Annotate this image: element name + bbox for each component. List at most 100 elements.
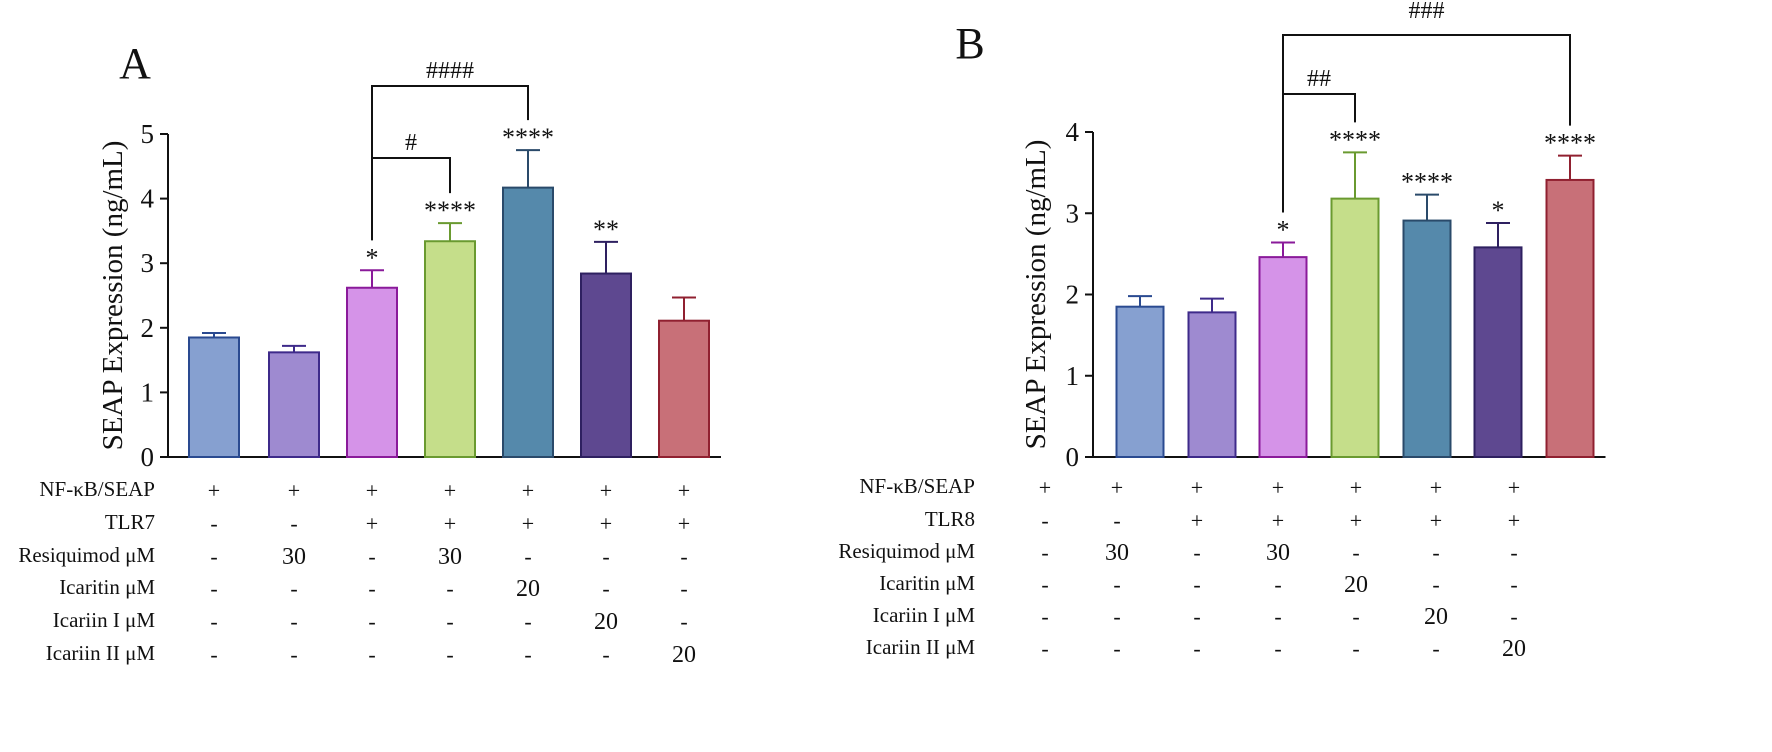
bar — [1330, 197, 1380, 458]
panel-label: A — [119, 39, 151, 88]
bar — [580, 272, 632, 459]
condition-cell: - — [524, 609, 531, 634]
y-tick-label: 3 — [141, 248, 155, 278]
y-tick-label: 5 — [141, 119, 155, 149]
y-tick-label: 4 — [141, 184, 155, 214]
condition-cell: - — [602, 642, 609, 667]
bar — [1402, 219, 1452, 458]
condition-cell: - — [602, 576, 609, 601]
condition-cell: - — [290, 642, 297, 667]
panel-label: B — [955, 19, 984, 68]
condition-cell: + — [208, 478, 220, 503]
condition-cell: - — [210, 609, 217, 634]
bar — [1115, 305, 1165, 458]
significance-label: * — [1492, 196, 1505, 225]
condition-cell: - — [1113, 636, 1120, 661]
y-tick-label: 2 — [141, 313, 155, 343]
condition-cell: + — [1430, 475, 1442, 500]
condition-cell: 30 — [282, 544, 306, 570]
condition-cell: + — [678, 478, 690, 503]
significance-label: **** — [424, 196, 476, 225]
condition-label: Resiquimod μM — [838, 539, 975, 563]
bar — [1473, 246, 1523, 458]
condition-cell: + — [1191, 475, 1203, 500]
condition-cell: - — [1274, 604, 1281, 629]
condition-label: Icariin II μM — [866, 635, 976, 659]
condition-cell: - — [210, 511, 217, 536]
condition-cell: + — [444, 511, 456, 536]
condition-cell: - — [1193, 540, 1200, 565]
condition-cell: - — [1510, 572, 1517, 597]
condition-label: TLR7 — [105, 510, 155, 534]
bar — [268, 351, 320, 458]
condition-cell: + — [678, 511, 690, 536]
condition-cell: - — [1041, 636, 1048, 661]
condition-cell: - — [1432, 540, 1439, 565]
condition-cell: - — [368, 609, 375, 634]
condition-cell: - — [1041, 604, 1048, 629]
bar — [1258, 256, 1308, 458]
condition-cell: - — [1510, 604, 1517, 629]
condition-cell: - — [1113, 572, 1120, 597]
condition-cell: - — [1352, 636, 1359, 661]
condition-cell: - — [368, 576, 375, 601]
condition-cell: - — [1041, 572, 1048, 597]
condition-label: Icaritin μM — [879, 571, 975, 595]
condition-cell: - — [1352, 604, 1359, 629]
condition-cell: + — [288, 478, 300, 503]
significance-label: **** — [1401, 168, 1453, 197]
condition-cell: + — [1111, 475, 1123, 500]
condition-cell: - — [1193, 636, 1200, 661]
bracket-label: #### — [426, 58, 474, 84]
condition-cell: - — [290, 609, 297, 634]
condition-cell: - — [368, 544, 375, 569]
significance-label: **** — [1544, 129, 1596, 158]
y-tick-label: 0 — [141, 442, 155, 472]
condition-cell: 30 — [1105, 540, 1129, 566]
significance-label: * — [366, 243, 379, 272]
bar — [658, 319, 710, 458]
condition-label: Icariin I μM — [53, 608, 156, 632]
condition-cell: - — [524, 544, 531, 569]
condition-cell: + — [1508, 475, 1520, 500]
condition-label: Icaritin μM — [59, 575, 155, 599]
condition-cell: + — [1272, 508, 1284, 533]
comparison-bracket — [1282, 34, 1571, 213]
condition-cell: - — [680, 576, 687, 601]
condition-cell: - — [680, 609, 687, 634]
condition-cell: 20 — [516, 576, 540, 602]
condition-cell: - — [446, 576, 453, 601]
condition-cell: + — [444, 478, 456, 503]
y-tick-label: 2 — [1066, 280, 1080, 310]
bar — [1545, 178, 1595, 458]
significance-label: **** — [1329, 125, 1381, 154]
condition-cell: - — [1274, 572, 1281, 597]
condition-cell: 20 — [1502, 636, 1526, 662]
condition-cell: - — [210, 576, 217, 601]
condition-cell: - — [1274, 636, 1281, 661]
condition-cell: - — [290, 576, 297, 601]
condition-cell: - — [210, 642, 217, 667]
condition-label: TLR8 — [925, 507, 975, 531]
y-tick-label: 1 — [141, 377, 155, 407]
condition-cell: 20 — [594, 609, 618, 635]
condition-cell: - — [446, 609, 453, 634]
bar — [1187, 311, 1237, 458]
bar — [346, 286, 398, 458]
condition-cell: + — [1508, 508, 1520, 533]
condition-cell: + — [1272, 475, 1284, 500]
significance-label: ** — [593, 215, 619, 244]
condition-cell: + — [522, 478, 534, 503]
condition-cell: - — [1432, 572, 1439, 597]
condition-cell: - — [368, 642, 375, 667]
condition-cell: - — [524, 642, 531, 667]
condition-cell: 30 — [438, 544, 462, 570]
condition-cell: - — [1352, 540, 1359, 565]
condition-label: Resiquimod μM — [18, 543, 155, 567]
condition-cell: 20 — [672, 642, 696, 668]
condition-label: NF-κB/SEAP — [859, 474, 975, 498]
condition-cell: + — [366, 511, 378, 536]
condition-cell: - — [1113, 508, 1120, 533]
